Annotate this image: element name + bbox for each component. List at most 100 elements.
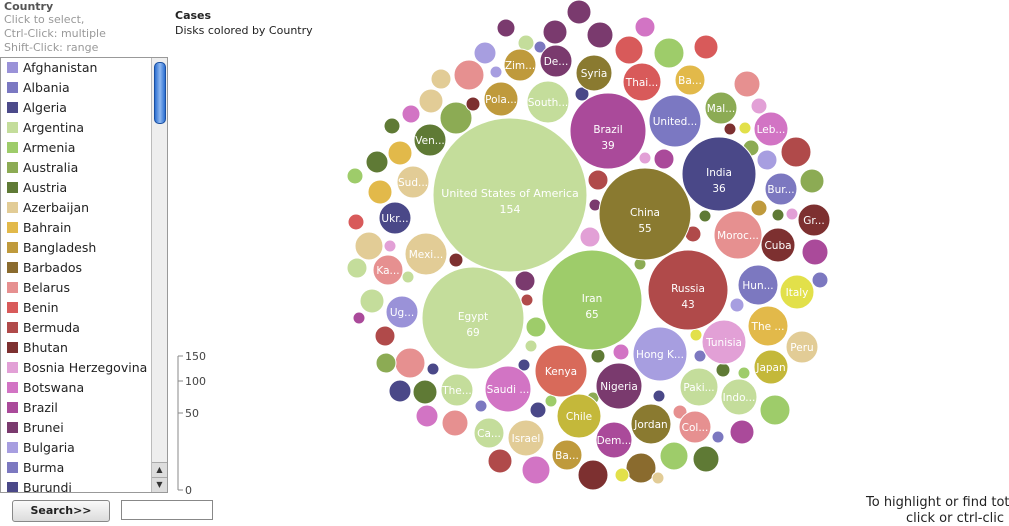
country-bubble[interactable]: Indo...	[720, 378, 758, 416]
country-bubble[interactable]: Japan	[753, 349, 789, 385]
country-bubble[interactable]	[418, 88, 444, 114]
bubble-disk[interactable]	[598, 167, 692, 261]
country-bubble[interactable]: Ug...	[385, 295, 419, 329]
country-bubble[interactable]	[383, 117, 401, 135]
country-bubble[interactable]: Tunisia	[701, 319, 747, 365]
bubble-disk[interactable]	[534, 344, 588, 398]
country-bubble[interactable]	[750, 199, 768, 217]
country-bubble[interactable]	[487, 448, 513, 474]
country-bubble[interactable]: Israel	[507, 419, 545, 457]
country-bubble[interactable]: Iran 65	[541, 249, 643, 351]
country-bubble[interactable]	[474, 399, 488, 413]
list-item[interactable]: Brunei	[1, 418, 167, 438]
country-bubble[interactable]	[426, 362, 440, 376]
bubble-disk[interactable]	[785, 330, 819, 364]
country-bubble[interactable]	[465, 96, 481, 112]
search-button[interactable]: Search>>	[12, 500, 110, 522]
country-bubble[interactable]: Col...	[678, 410, 712, 444]
country-bubble[interactable]	[489, 65, 503, 79]
country-bubble[interactable]	[352, 311, 366, 325]
bubble-disk[interactable]	[701, 319, 747, 365]
country-bubble[interactable]	[750, 97, 768, 115]
bubble-disk[interactable]	[595, 362, 643, 410]
bubble-disk[interactable]	[678, 410, 712, 444]
country-bubble[interactable]	[689, 328, 703, 342]
bubble-disk[interactable]	[473, 417, 505, 449]
scroll-up-icon[interactable]: ▲	[152, 462, 167, 477]
country-bubble[interactable]	[401, 104, 421, 124]
list-item[interactable]: Bermuda	[1, 318, 167, 338]
country-bubble[interactable]: Nigeria	[595, 362, 643, 410]
country-bubble[interactable]: Moroc...	[713, 210, 763, 260]
bubble-disk[interactable]	[539, 44, 573, 78]
country-bubble[interactable]	[388, 379, 412, 403]
country-bubble[interactable]	[533, 40, 547, 54]
country-bubble[interactable]	[625, 452, 657, 484]
country-bubble[interactable]	[520, 293, 534, 307]
bubble-disk[interactable]	[556, 393, 602, 439]
bubble-disk[interactable]	[595, 421, 633, 459]
bubble-disk[interactable]	[720, 378, 758, 416]
country-bubble[interactable]: Saudi ...	[484, 365, 532, 413]
country-bubble[interactable]	[496, 18, 516, 38]
list-item[interactable]: Albania	[1, 78, 167, 98]
bubble-disk[interactable]	[378, 201, 412, 235]
bubble-disk[interactable]	[753, 349, 789, 385]
country-bubble[interactable]	[738, 121, 752, 135]
country-bubble[interactable]	[525, 316, 547, 338]
country-bubble[interactable]: Mexi...	[404, 232, 448, 276]
country-bubble[interactable]	[756, 149, 778, 171]
country-bubble[interactable]	[711, 430, 725, 444]
bubble-disk[interactable]	[648, 94, 702, 148]
country-bubble[interactable]	[653, 148, 675, 170]
country-bubble[interactable]: Gr...	[797, 203, 831, 237]
country-bubble[interactable]	[566, 0, 592, 25]
country-bubble[interactable]: Jordan	[630, 403, 672, 445]
country-bubble[interactable]: Hong K...	[632, 326, 688, 382]
country-bubble[interactable]	[729, 297, 745, 313]
country-bubble[interactable]	[453, 59, 485, 91]
country-bubble[interactable]	[374, 325, 396, 347]
country-bubble[interactable]	[659, 441, 689, 471]
country-bubble[interactable]	[811, 271, 829, 289]
country-bubble[interactable]	[375, 352, 397, 374]
bubble-disk[interactable]	[569, 92, 647, 170]
country-bubble[interactable]	[590, 348, 606, 364]
bubble-disk[interactable]	[630, 403, 672, 445]
bubble-disk[interactable]	[764, 172, 798, 206]
country-bubble[interactable]: Italy	[779, 274, 815, 310]
country-bubble[interactable]: Hun...	[737, 264, 779, 306]
bubble-disk[interactable]	[385, 295, 419, 329]
country-bubble[interactable]: Ven...	[413, 123, 447, 157]
bubble-disk[interactable]	[753, 111, 789, 147]
list-item[interactable]: Bahrain	[1, 218, 167, 238]
country-bubble[interactable]	[638, 151, 652, 165]
list-item[interactable]: Austria	[1, 178, 167, 198]
country-bubble[interactable]	[612, 343, 630, 361]
scrollbar-thumb[interactable]	[154, 62, 166, 124]
country-bubble[interactable]	[785, 207, 799, 221]
country-bubble[interactable]	[387, 140, 413, 166]
bubble-disk[interactable]	[541, 249, 643, 351]
country-bubble[interactable]	[737, 366, 751, 380]
country-bubble[interactable]	[367, 179, 393, 205]
country-bubble[interactable]: Ca...	[473, 417, 505, 449]
country-bubble[interactable]	[524, 339, 538, 353]
country-bubble[interactable]	[693, 34, 719, 60]
bubble-disk[interactable]	[622, 62, 662, 102]
list-item[interactable]: Barbados	[1, 258, 167, 278]
country-bubble[interactable]: United States of America 154	[432, 117, 588, 273]
list-scrollbar[interactable]: ▲ ▼	[151, 58, 167, 492]
country-bubble[interactable]	[614, 35, 644, 65]
country-bubble[interactable]: Ba...	[674, 64, 706, 96]
country-bubble[interactable]: Mal...	[704, 91, 738, 125]
country-list[interactable]: Afghanistan Albania Algeria Argentina Armeni…	[0, 57, 168, 493]
country-bubble[interactable]: De...	[539, 44, 573, 78]
country-bubble[interactable]: Brazil 39	[569, 92, 647, 170]
country-bubble[interactable]	[733, 70, 761, 98]
country-bubble[interactable]: India 36	[681, 136, 757, 212]
country-bubble[interactable]: The...	[440, 373, 474, 407]
bubble-disk[interactable]	[704, 91, 738, 125]
country-bubble[interactable]	[365, 150, 389, 174]
